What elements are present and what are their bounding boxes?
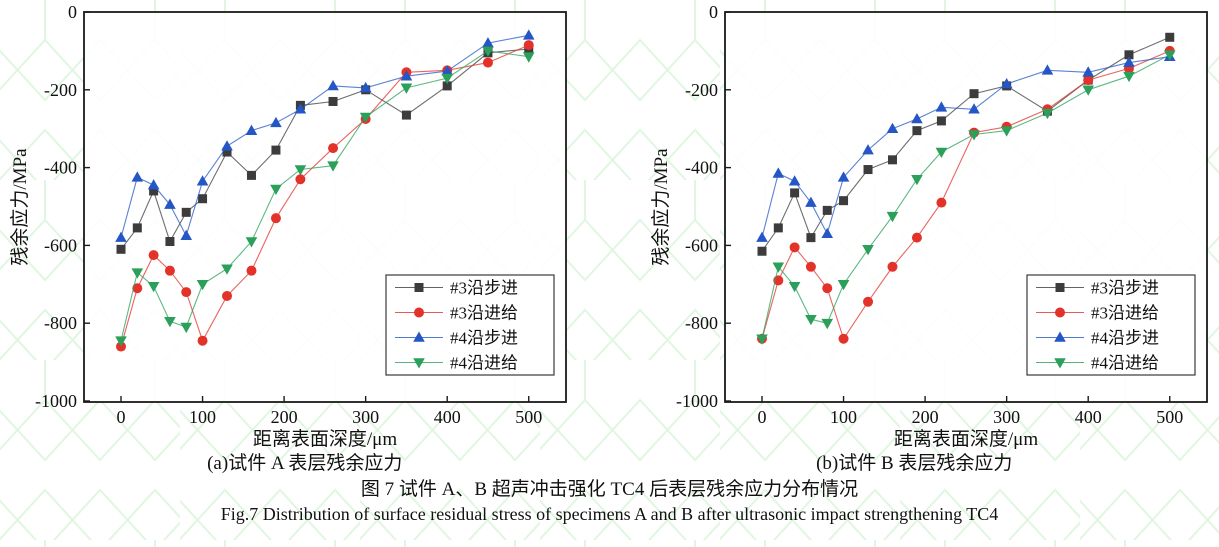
x-tick-label: 300 [993,407,1020,427]
y-tick-label: -1000 [676,391,718,411]
x-tick-label: 100 [189,407,216,427]
y-tick-label: 0 [68,2,77,22]
figure-caption-en: Fig.7 Distribution of surface residual s… [220,504,999,524]
x-tick-label: 400 [1075,407,1102,427]
y-tick-label: 0 [709,2,718,22]
data-point [839,196,849,206]
x-tick-label: 100 [830,407,857,427]
charts-row: 0 100 200 300 400 500 0 -200 -400 -600 -800 -1000 距离… [9,2,1208,450]
data-point [838,333,849,344]
data-point [790,188,800,198]
data-point [401,110,411,120]
legend-label: #4沿步进 [1091,329,1159,348]
data-point [757,246,767,256]
legend-label: #3沿进给 [1091,304,1159,323]
data-point [271,145,281,155]
data-point [911,232,922,243]
data-point [246,265,257,276]
y-axis-label: 残余应力/MPa [9,148,31,266]
y-tick-label: -400 [685,158,718,178]
data-point [936,116,946,126]
data-point [1165,32,1175,42]
figure-caption-zh: 图 7 试件 A、B 超声冲击强化 TC4 后表层残余应力分布情况 [360,479,859,500]
data-point [773,223,783,233]
data-point [181,287,192,298]
subcaption-row: (a)试件 A 表层残余应力 (b)试件 B 表层残余应力 [0,453,1219,475]
x-tick-label: 500 [515,407,542,427]
y-axis-label: 残余应力/MPa [650,148,672,266]
data-point [523,40,534,51]
legend-label: #3沿步进 [450,279,518,298]
data-point [132,223,142,233]
legend-label: #3沿进给 [450,304,518,323]
y-tick-label: -400 [44,158,77,178]
data-point [863,296,874,307]
data-point [912,126,922,136]
x-axis-label: 距离表面深度/μm [253,428,397,450]
data-point [887,261,898,272]
x-tick-label: 0 [117,407,126,427]
data-point [806,233,816,243]
data-point [936,197,947,208]
y-tick-label: -600 [44,235,77,255]
legend-marker [414,283,424,292]
data-point [148,250,159,261]
legend-marker [414,307,424,318]
data-point [246,170,256,180]
x-tick-label: 400 [434,407,461,427]
legend-label: #4沿步进 [450,329,518,348]
x-tick-label: 200 [912,407,939,427]
data-point [164,265,175,276]
chart-b-canvas: 0 100 200 300 400 500 0 -200 -400 -600 -800 -1000 距离… [650,2,1208,450]
data-point [822,283,833,294]
data-point [482,57,493,68]
data-point [328,143,339,154]
y-tick-label: -800 [685,313,718,333]
data-point [222,290,233,301]
data-point [181,207,191,217]
data-point [116,244,126,254]
data-point [198,194,208,204]
data-point [887,155,897,165]
data-point [822,205,832,215]
legend-label: #3沿步进 [1091,279,1159,298]
data-point [328,96,338,106]
data-point [969,89,979,99]
legend-label: #4沿进给 [1091,354,1159,373]
data-point [270,213,281,224]
subcaption-a: (a)试件 A 表层残余应力 [207,453,403,474]
data-point [805,261,816,272]
y-tick-label: -1000 [35,391,77,411]
y-tick-label: -600 [685,235,718,255]
data-point [197,335,208,346]
legend-marker [1055,307,1065,318]
x-axis-label: 距离表面深度/μm [894,428,1038,450]
x-tick-label: 500 [1156,407,1183,427]
subcaption-b: (b)试件 B 表层残余应力 [816,453,1013,474]
legend-label: #4沿进给 [450,354,518,373]
y-tick-label: -800 [44,313,77,333]
y-tick-label: -200 [44,80,77,100]
x-tick-label: 0 [758,407,767,427]
x-tick-label: 200 [271,407,298,427]
data-point [789,242,800,253]
data-point [165,237,175,247]
chart-a-canvas: 0 100 200 300 400 500 0 -200 -400 -600 -800 -1000 距离… [9,2,567,450]
x-tick-label: 300 [352,407,379,427]
data-point [863,165,873,175]
data-point [295,174,306,185]
legend-marker [1055,283,1065,292]
y-tick-label: -200 [685,80,718,100]
